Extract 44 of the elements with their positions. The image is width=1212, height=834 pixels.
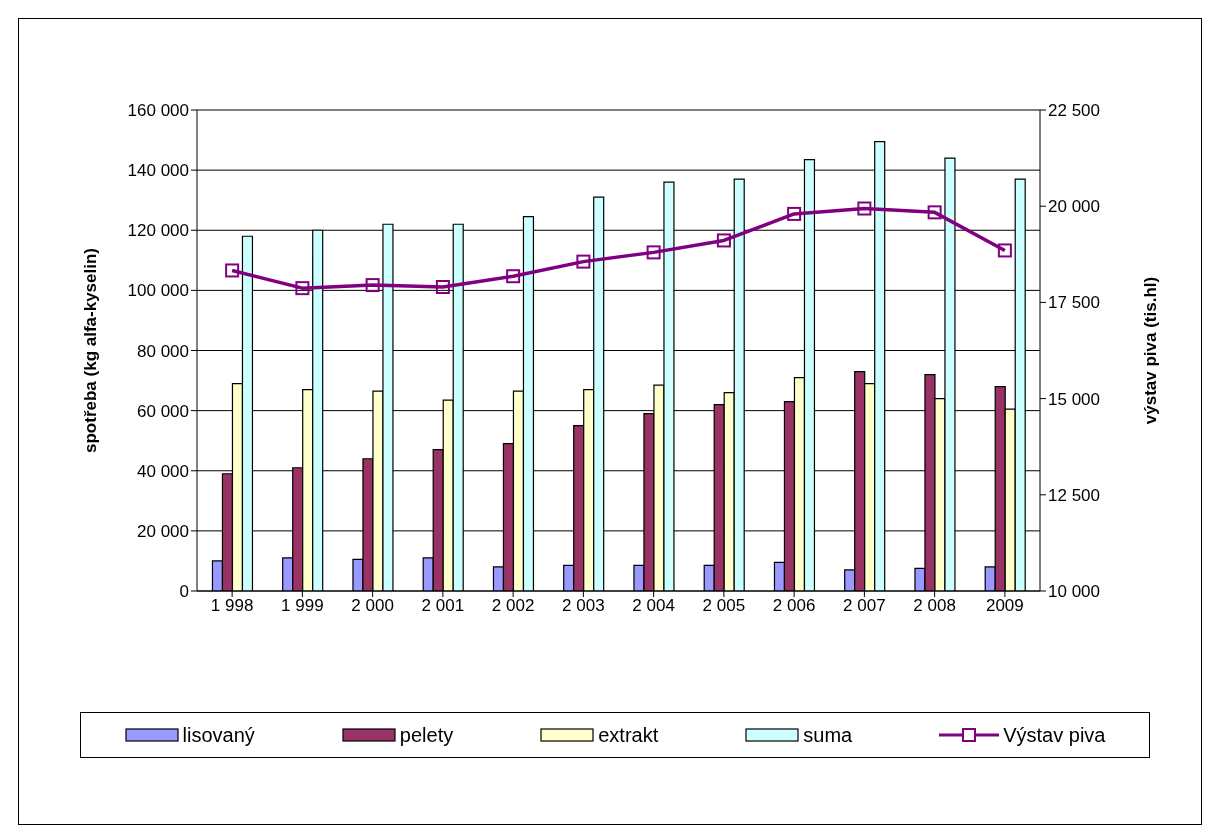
x-tick-label: 1 998 [210, 596, 254, 616]
x-tick-label: 1 999 [281, 596, 324, 616]
point [506, 269, 521, 284]
point [927, 205, 942, 220]
legend-label: extrakt [598, 723, 659, 747]
x-tick-label: 2 002 [491, 596, 535, 616]
legend-label: pelety [399, 723, 454, 747]
point [435, 280, 450, 295]
point [295, 281, 310, 296]
x-tick-label: 2 005 [702, 596, 746, 616]
legend-label: lisovaný [182, 723, 255, 747]
legend-label: suma [803, 723, 853, 747]
y-axis-title: spotřeba (kg alfa-kyselin) [81, 247, 101, 454]
y2-axis-title: výstav piva (tis.hl) [1141, 276, 1161, 425]
point [365, 278, 380, 293]
x-tick-label: 2 008 [913, 596, 956, 616]
y-tick-label: 60 000 [137, 401, 189, 421]
point [576, 254, 591, 269]
y-tick-label: 160 000 [127, 101, 189, 121]
y2-tick-label: 20 000 [1048, 197, 1100, 217]
point [225, 263, 240, 278]
y2-tick-label: 22 500 [1048, 101, 1100, 121]
x-tick-label: 2 006 [772, 596, 816, 616]
y2-tick-label: 10 000 [1048, 582, 1100, 602]
x-tick-label: 2 004 [632, 596, 675, 616]
y2-tick-label: 17 500 [1048, 293, 1100, 313]
y-tick-label: 20 000 [137, 521, 189, 541]
point [716, 233, 731, 248]
x-tick-label: 2009 [985, 596, 1024, 616]
y-tick-label: 100 000 [127, 281, 189, 301]
y-tick-label: 80 000 [137, 341, 189, 361]
x-tick-label: 2 001 [421, 596, 465, 616]
y2-tick-label: 15 000 [1048, 389, 1100, 409]
legend-label: Výstav piva [1003, 723, 1106, 747]
y-tick-label: 0 [179, 582, 189, 602]
x-tick-label: 2 003 [562, 596, 605, 616]
y2-tick-label: 12 500 [1048, 485, 1100, 505]
point [646, 245, 661, 260]
y-tick-label: 120 000 [127, 221, 189, 241]
x-tick-label: 2 000 [351, 596, 394, 616]
point [787, 206, 802, 221]
y-tick-label: 40 000 [137, 461, 189, 481]
y-tick-label: 140 000 [127, 161, 189, 181]
x-tick-label: 2 007 [843, 596, 886, 616]
